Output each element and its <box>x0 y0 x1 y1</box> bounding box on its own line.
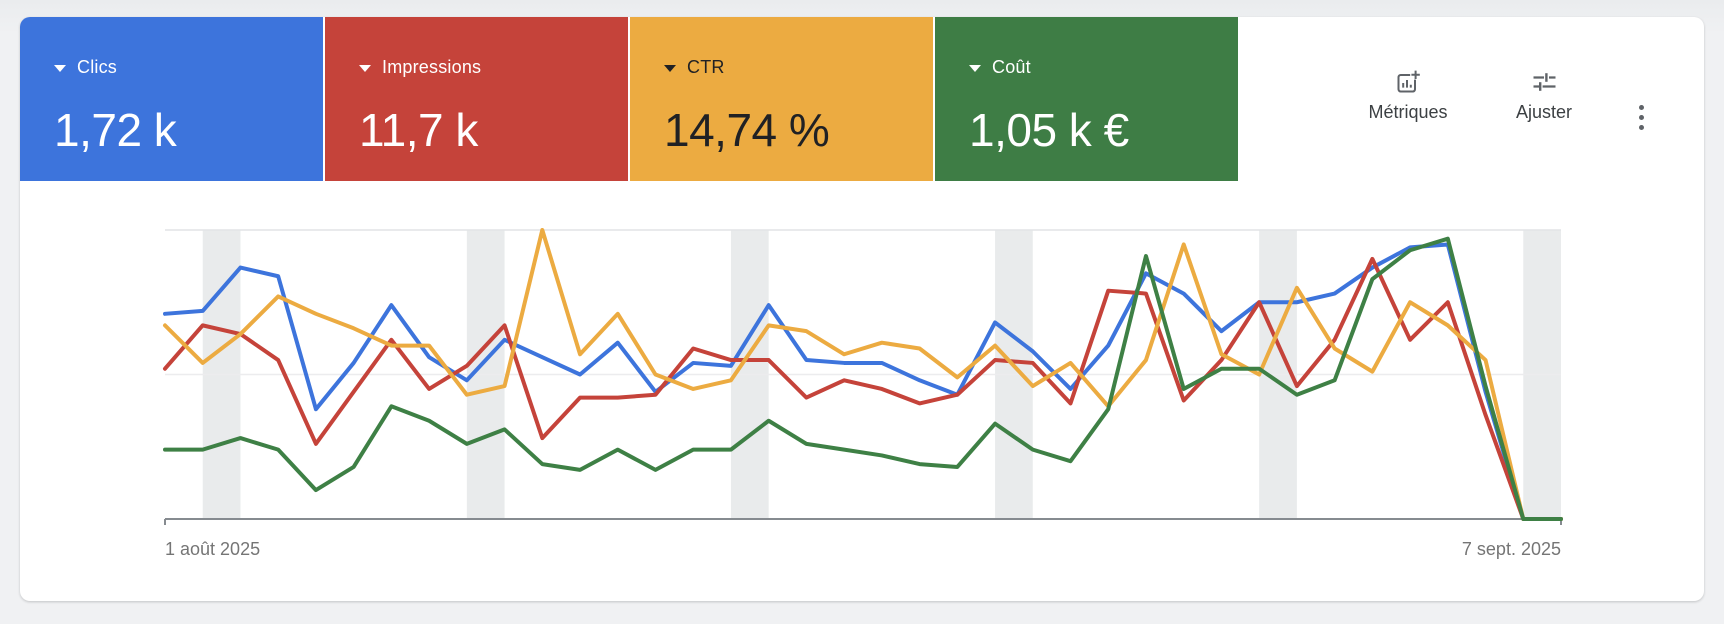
chart-toolbar: Métriques Ajuster <box>1240 17 1704 181</box>
metric-chip-value: 1,72 k <box>54 104 177 156</box>
metric-chip-label: Coût <box>992 57 1031 77</box>
series-line-clics <box>163 242 1563 521</box>
metric-chip-header: Coût <box>969 58 1238 76</box>
metric-chip-header: Impressions <box>359 58 628 76</box>
chevron-down-icon[interactable] <box>54 64 66 72</box>
x-axis-start-label: 1 août 2025 <box>165 539 260 559</box>
kebab-menu-icon <box>1638 114 1644 120</box>
series-line-impressions <box>163 256 1563 521</box>
metric-chip-header: Clics <box>54 58 323 76</box>
metric-chip-value: 11,7 k <box>359 104 478 156</box>
metric-chip-value: 1,05 k € <box>969 104 1129 156</box>
metric-chip-label: Clics <box>77 57 117 77</box>
metric-chips-row: Clics 1,72 k Impressions 11,7 k CTR 14,7… <box>20 17 1704 181</box>
metric-chip-header: CTR <box>664 58 933 76</box>
chart-add-icon <box>1395 69 1421 95</box>
kebab-menu-icon <box>1638 104 1644 110</box>
metric-chip-value: 14,74 % <box>664 104 830 156</box>
chevron-down-icon[interactable] <box>359 64 371 72</box>
metric-chip-label: CTR <box>687 57 725 77</box>
metric-chip-ctr[interactable]: CTR 14,74 % <box>630 17 933 181</box>
kebab-menu-icon <box>1638 124 1644 130</box>
metric-chip-clics[interactable]: Clics 1,72 k <box>20 17 323 181</box>
metrics-button-label: Métriques <box>1368 102 1448 122</box>
time-series-chart-zone: 1 août 2025 7 sept. 2025 <box>20 181 1704 601</box>
adjust-button[interactable]: Ajuster <box>1501 69 1587 123</box>
series-line-ctr <box>163 228 1563 521</box>
metrics-button[interactable]: Métriques <box>1353 69 1463 123</box>
more-options-button[interactable] <box>1626 91 1656 143</box>
chevron-down-icon[interactable] <box>664 64 676 72</box>
performance-chart-card: Clics 1,72 k Impressions 11,7 k CTR 14,7… <box>20 17 1704 601</box>
tune-sliders-icon <box>1531 69 1557 95</box>
metric-chip-cout[interactable]: Coût 1,05 k € <box>935 17 1238 181</box>
metric-chip-impressions[interactable]: Impressions 11,7 k <box>325 17 628 181</box>
performance-line-chart: 1 août 2025 7 sept. 2025 <box>163 228 1563 559</box>
x-axis-end-label: 7 sept. 2025 <box>1462 539 1561 559</box>
series-line-coût <box>163 236 1563 521</box>
chevron-down-icon[interactable] <box>969 64 981 72</box>
adjust-button-label: Ajuster <box>1515 102 1573 122</box>
metric-chip-label: Impressions <box>382 57 482 77</box>
